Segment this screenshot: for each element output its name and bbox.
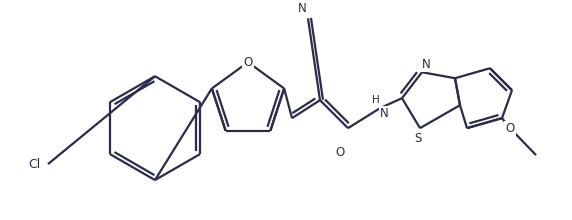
Text: N: N bbox=[380, 107, 388, 120]
Text: O: O bbox=[506, 122, 515, 135]
Text: O: O bbox=[335, 146, 344, 159]
Text: S: S bbox=[414, 132, 422, 145]
Text: H: H bbox=[372, 95, 380, 105]
Text: N: N bbox=[297, 2, 307, 15]
Text: Cl: Cl bbox=[28, 158, 40, 170]
Text: N: N bbox=[422, 58, 430, 71]
Text: O: O bbox=[243, 56, 253, 69]
